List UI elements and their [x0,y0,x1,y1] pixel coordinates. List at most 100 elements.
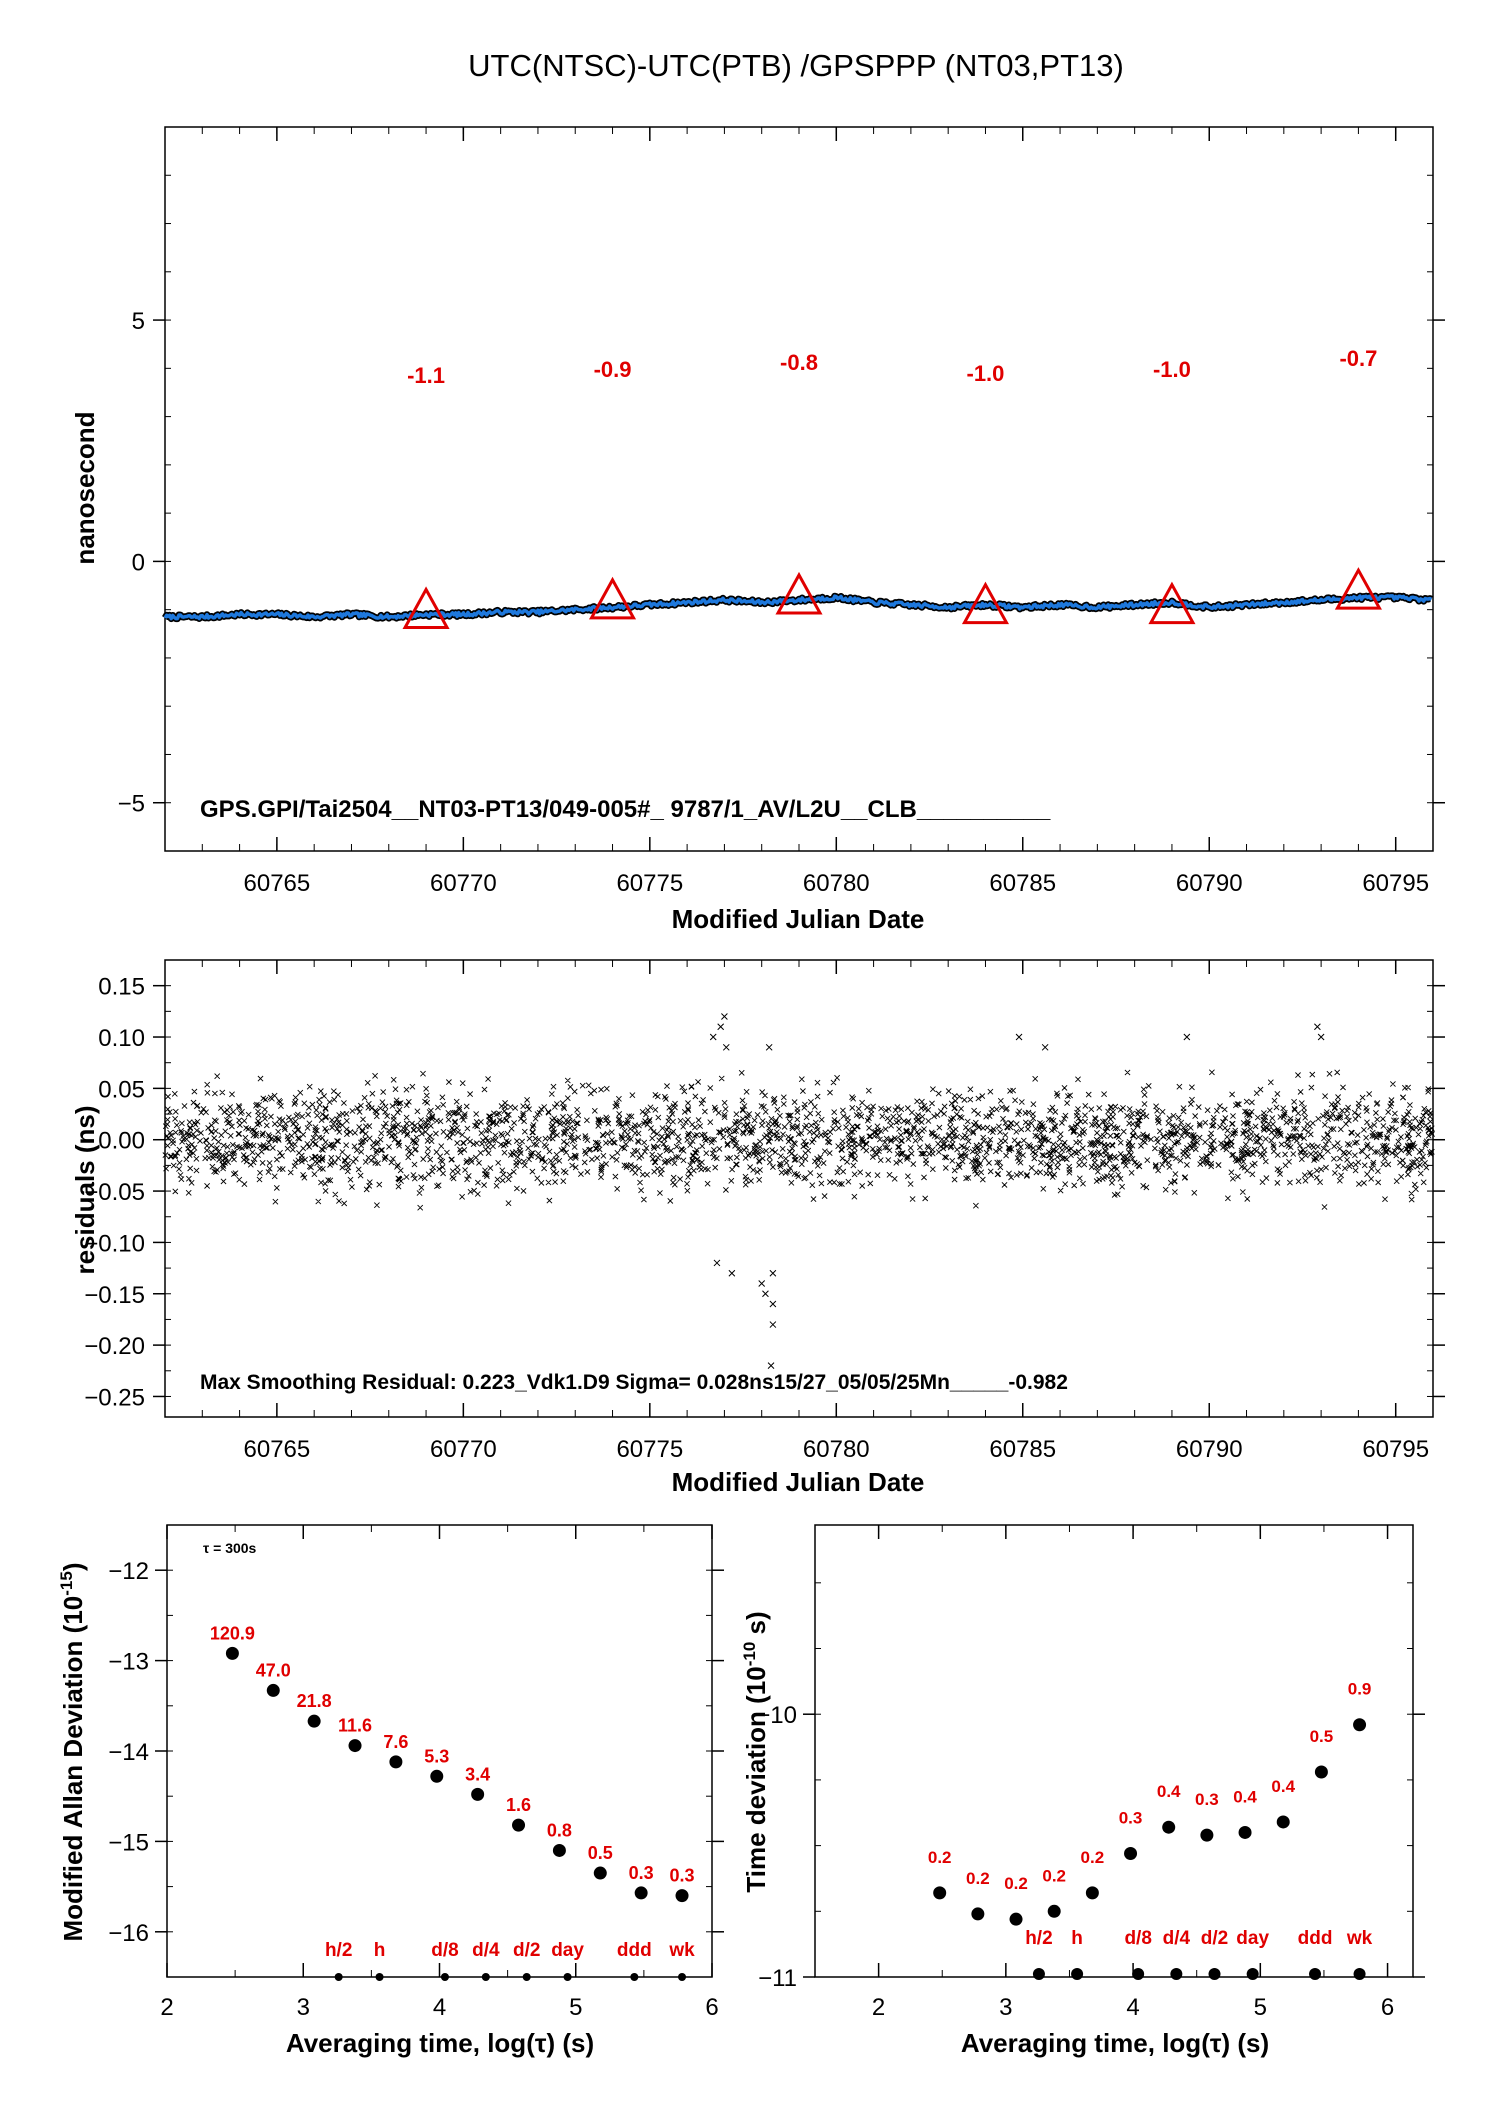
x-tick-label: 2 [160,1994,173,2021]
interval-marker [1071,1968,1084,1980]
point-value-label: 120.9 [210,1623,255,1643]
point-value-label: 0.4 [1157,1782,1181,1801]
residual-outlier [713,1259,721,1267]
point-value-label: 0.8 [547,1820,572,1840]
deviation-point [971,1907,985,1921]
point-value-label: 0.4 [1233,1787,1257,1806]
interval-label: h [374,1940,386,1961]
x-tick-label: 60795 [1362,870,1429,897]
residuals-annotation: Max Smoothing Residual: 0.223_Vdk1.D9 Si… [200,1371,1068,1394]
deviation-point [266,1683,280,1697]
residuals-panel: 60765 60770 60775 60780 60785 60790 60795 0.15 0… [70,959,1445,1497]
marker-value-label: -0.9 [594,357,632,382]
interval-label: d/8 [431,1940,458,1961]
y-tick-label: −0.10 [84,1230,145,1257]
y-axis-label: nanosecond [70,411,100,564]
point-value-label: 0.2 [1081,1848,1105,1867]
interval-label: h/2 [325,1940,352,1961]
deviation-point [933,1886,947,1900]
marker-value-label: -1.0 [1153,357,1191,382]
marker-value-label: -0.8 [780,350,818,375]
deviation-point [1162,1820,1176,1834]
point-value-label: 7.6 [383,1732,408,1752]
y-tick-label: −0.20 [84,1333,145,1360]
y-axis-label: Time deviation (10-10 s) [740,1611,771,1892]
point-value-label: 0.4 [1271,1777,1295,1796]
residual-outlier [765,1043,773,1051]
interval-label: h/2 [1025,1928,1052,1949]
interval-label: wk [668,1940,695,1961]
x-tick-label: 3 [297,1994,310,2021]
interval-label: day [1236,1928,1269,1949]
interval-label: ddd [1298,1928,1333,1949]
residual-outlier [1314,1023,1321,1031]
x-tick-label: 60775 [616,1436,683,1463]
interval-marker [1353,1968,1366,1980]
triangle-marker [1334,567,1382,610]
deviation-point [430,1769,444,1783]
x-axis-label: Modified Julian Date [672,904,925,934]
x-axis-label: Modified Julian Date [672,1467,925,1497]
triangle-marker [588,576,637,620]
point-value-label: 0.3 [1119,1808,1143,1827]
x-tick-label: 60795 [1362,1436,1429,1463]
triangle-marker [402,586,450,629]
deviation-point [593,1866,607,1880]
interval-label: day [551,1940,584,1961]
residual-outlier [758,1280,766,1287]
marker-value-label: -0.7 [1339,346,1377,371]
y-tick-label: −0.15 [84,1282,145,1309]
point-value-label: 47.0 [256,1660,291,1680]
y-tick-label: −5 [118,791,145,818]
interval-label: d/2 [1201,1928,1228,1949]
interval-marker [678,1973,687,1981]
series-annotation: GPS.GPI/Tai2504__NT03-PT13/049-005#_ 978… [200,796,1051,823]
residual-outlier [769,1300,777,1308]
x-tick-label: 5 [569,1994,582,2021]
x-tick-label: 4 [1126,1994,1139,2021]
y-axis-label: Modified Allan Deviation (10-15) [57,1563,88,1942]
x-tick-label: 60770 [430,870,497,897]
point-value-label: 3.4 [465,1764,490,1784]
x-tick-label: 6 [705,1994,718,2021]
residual-outlier [717,1023,725,1031]
triangle-marker [961,581,1010,625]
x-tick-label: 60785 [989,870,1056,897]
residual-outlier [709,1033,717,1041]
y-tick-label: −10 [756,1702,797,1729]
interval-label: d/4 [1163,1928,1191,1949]
point-value-label: 0.2 [1004,1874,1028,1893]
residual-outlier [728,1269,736,1277]
x-tick-label: 60780 [803,870,870,897]
deviation-point [512,1818,526,1832]
interval-label: d/4 [472,1940,500,1961]
y-tick-label: −15 [108,1829,149,1856]
plot-frame [164,959,1434,1418]
interval-label: d/8 [1124,1928,1151,1949]
y-tick-label: −16 [108,1920,149,1947]
deviation-point [389,1755,403,1769]
interval-label: wk [1346,1928,1373,1949]
marker-value-label: -1.0 [967,361,1005,386]
point-value-label: 0.3 [670,1866,695,1886]
point-value-label: 1.6 [506,1795,531,1815]
deviation-point [1314,1765,1328,1779]
triangle-marker [775,571,823,615]
residual-outlier [1183,1033,1191,1041]
point-value-label: 0.2 [966,1869,990,1888]
x-tick-label: 2 [872,1994,885,2021]
interval-label: h [1071,1928,1083,1949]
x-tick-label: 60770 [430,1436,497,1463]
point-value-label: 0.5 [1310,1727,1334,1746]
interval-marker [1246,1968,1259,1980]
x-tick-label: 5 [1254,1994,1267,2021]
plot-frame [814,1524,1414,1978]
deviation-point [225,1646,239,1660]
residual-outlier [721,1013,728,1020]
x-tick-label: 3 [999,1994,1012,2021]
deviation-point [1085,1886,1099,1900]
interval-marker [1132,1968,1145,1980]
chart-title: UTC(NTSC)-UTC(PTB) /GPSPPP (NT03,PT13) [468,48,1124,83]
residual-outlier [1015,1033,1023,1041]
